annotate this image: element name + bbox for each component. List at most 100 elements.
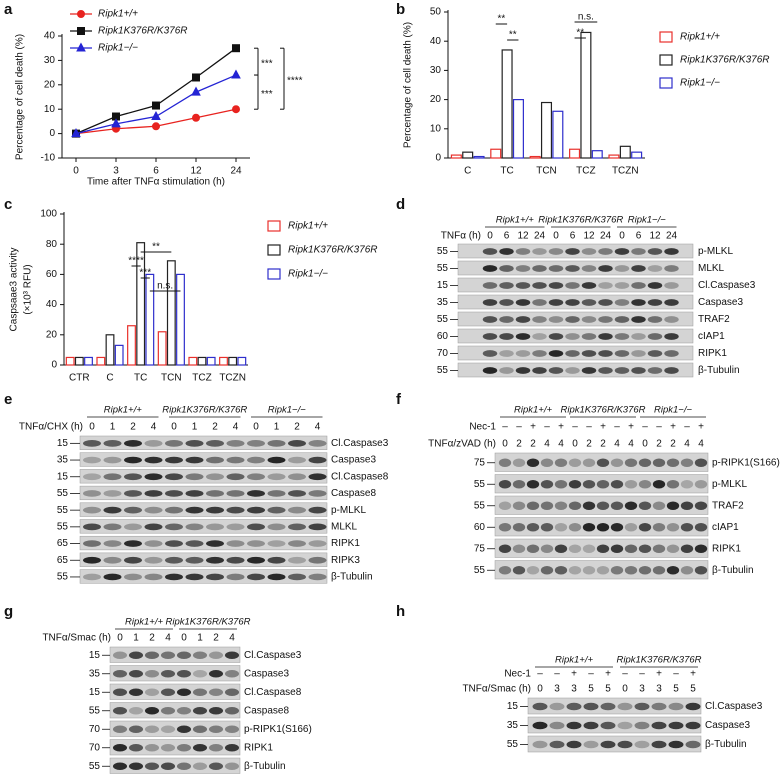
data-point (192, 113, 200, 122)
blot-band (548, 282, 564, 289)
size-marker: 55 (474, 500, 486, 511)
blot-band (651, 702, 667, 711)
condition-label: TNFα/CHX (h) (19, 422, 83, 433)
size-marker: 35 (507, 720, 519, 731)
legend-swatch (659, 31, 673, 43)
lane-label: + (530, 422, 536, 433)
x-tick-label: TCZN (219, 373, 246, 384)
blot-band (566, 702, 582, 711)
blot-band (164, 556, 184, 564)
bar (136, 242, 146, 366)
blot-band (581, 248, 597, 255)
blot-band (482, 299, 498, 306)
size-marker: 75 (474, 543, 486, 554)
y-tick-label: 20 (44, 79, 56, 90)
blot-band (610, 544, 624, 554)
blot-band (308, 523, 327, 531)
blot-band (205, 506, 225, 514)
blot-band (185, 473, 204, 481)
blot-band (638, 501, 652, 511)
blot-band (596, 544, 610, 554)
band-label: Cl.Caspase3 (698, 280, 756, 291)
blot-strip (457, 362, 694, 378)
blot-band (160, 707, 176, 715)
blot-band (554, 458, 568, 468)
blot-band (192, 762, 208, 770)
group-label: Ripk1−/− (654, 405, 692, 416)
blot-band (144, 573, 163, 581)
blot-band (664, 282, 679, 289)
blot-band (631, 350, 646, 357)
blot-band (208, 744, 224, 752)
blot-band (532, 721, 548, 730)
lane-label: – (586, 422, 592, 433)
blot-band (112, 744, 128, 752)
blot-band (610, 479, 624, 489)
blot-band (680, 565, 694, 575)
blot-band (554, 522, 568, 532)
blot-band (482, 350, 498, 357)
lane-label: 1 (192, 422, 198, 433)
blot-band (548, 333, 564, 340)
blot-band (624, 458, 638, 468)
blot-band (512, 479, 526, 489)
lane-label: 4 (544, 439, 550, 450)
blot-band (499, 248, 514, 255)
blot-band (526, 522, 540, 532)
blot-band (526, 565, 540, 575)
group-label: Ripk1K376R/K376R (165, 617, 250, 628)
blot-band (287, 523, 307, 531)
panel-letter: d (396, 196, 405, 213)
blot-band (176, 707, 192, 715)
significance: **** (128, 256, 144, 267)
blot-band (664, 248, 679, 255)
blot-band (610, 458, 624, 468)
blot-band (581, 367, 597, 374)
y-tick-label: 80 (46, 239, 58, 250)
bar (228, 356, 238, 366)
blot-band (548, 316, 564, 323)
blot-band (224, 725, 240, 733)
blot-band (532, 740, 548, 749)
blot-band (103, 523, 122, 531)
blot-band (512, 501, 526, 511)
size-marker: 55 (57, 572, 69, 583)
bar (490, 148, 502, 159)
blot-band (583, 721, 599, 730)
lane-label: – (544, 422, 550, 433)
y-axis-label: Percentage of cell death (%) (15, 34, 26, 160)
blot-band (112, 670, 128, 678)
blot-band (308, 540, 327, 547)
blot-band (666, 458, 680, 468)
blot-band (128, 688, 144, 696)
blot-strip (79, 485, 328, 501)
size-marker: 70 (89, 724, 101, 735)
blot-band (583, 702, 599, 711)
bar (462, 151, 474, 159)
blot-band (664, 333, 679, 340)
blot-band (144, 762, 160, 770)
blot-band (128, 762, 144, 770)
legend-label: Ripk1K376R/K376R (288, 245, 378, 256)
blot-band (267, 540, 286, 547)
blot-band (634, 721, 650, 730)
blot-strip (109, 702, 241, 719)
blot-band (499, 282, 514, 289)
blot-band (610, 565, 624, 575)
blot-band (554, 501, 568, 511)
blot-band (581, 350, 597, 357)
legend-marker (77, 27, 85, 35)
band-label: cIAP1 (712, 522, 739, 533)
legend-swatch (267, 244, 281, 256)
data-point (152, 101, 160, 110)
blot-band (267, 456, 286, 464)
blot-band (515, 333, 531, 340)
group-label: Ripk1K376R/K376R (616, 655, 701, 666)
blot-band (267, 556, 286, 564)
blot-strip (79, 569, 328, 584)
blot-band (548, 350, 564, 357)
lane-label: 4 (151, 422, 157, 433)
blot-band (631, 299, 646, 306)
lane-label: 4 (698, 439, 704, 450)
legend-swatch (267, 220, 281, 232)
